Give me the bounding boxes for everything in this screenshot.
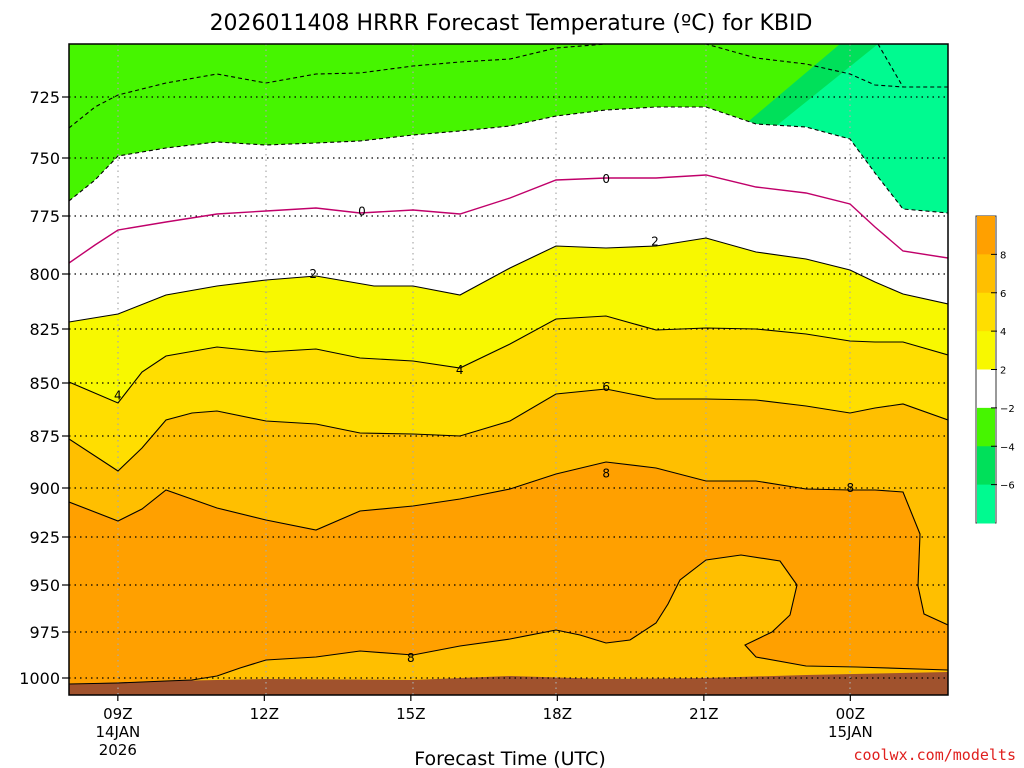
y-tick-label: 950 bbox=[29, 576, 60, 595]
x-tick-label: 21Z bbox=[689, 705, 718, 723]
contour-label: 8 bbox=[407, 651, 415, 665]
chart-title: 2026011408 HRRR Forecast Temperature (ºC… bbox=[210, 11, 813, 36]
contour-label: 8 bbox=[602, 466, 610, 480]
contour-4 bbox=[69, 315, 948, 404]
x-tick-label: 18Z bbox=[543, 705, 572, 723]
colorbar-tick-label: 8 bbox=[1000, 250, 1006, 261]
contour-label: 4 bbox=[456, 363, 464, 377]
contour-label: 2 bbox=[309, 267, 317, 281]
colorbar-tick-label: −4 bbox=[1000, 442, 1015, 453]
x-tick-label: 12Z bbox=[250, 705, 279, 723]
y-tick-label: 875 bbox=[29, 427, 60, 446]
ground-surface bbox=[69, 672, 948, 695]
colorbar-cell bbox=[977, 216, 995, 255]
y-axis: 725 750 775 800 825 850 875 900 925 950 975 1000 bbox=[19, 88, 69, 688]
x-tick-label: 09Z bbox=[103, 705, 132, 723]
plot-area bbox=[69, 44, 948, 695]
y-tick-label: 800 bbox=[29, 265, 60, 284]
y-tick-label: 775 bbox=[29, 207, 60, 226]
band-orange bbox=[69, 462, 948, 684]
colorbar-cell bbox=[977, 254, 995, 294]
contour-label: 4 bbox=[114, 389, 122, 403]
x-tick-label: 00Z bbox=[836, 705, 865, 723]
colorbar: 8 6 4 2 −2 −4 −6 bbox=[975, 215, 1015, 524]
y-tick-label: 750 bbox=[29, 149, 60, 168]
contour-6 bbox=[69, 388, 948, 472]
colorbar-cell bbox=[977, 331, 995, 370]
colorbar-tick-label: −2 bbox=[1000, 404, 1015, 415]
colorbar-cell bbox=[977, 446, 995, 486]
x-tick-date: 15JAN bbox=[828, 723, 873, 741]
contour-label: 0 bbox=[602, 172, 610, 186]
y-tick-label: 925 bbox=[29, 528, 60, 547]
contour-minus2 bbox=[69, 106, 948, 214]
contour-0 bbox=[69, 174, 948, 264]
contour-2 bbox=[69, 237, 948, 323]
contour-8-lower bbox=[69, 554, 948, 685]
colorbar-tick-label: 4 bbox=[1000, 327, 1006, 338]
x-axis-label: Forecast Time (UTC) bbox=[414, 748, 605, 768]
colorbar-cell bbox=[977, 407, 995, 447]
contour-label: 2 bbox=[651, 235, 659, 249]
x-tick-date: 14JAN bbox=[95, 723, 140, 741]
credit: coolwx.com/modelts bbox=[853, 746, 1016, 764]
contour-8 bbox=[69, 461, 948, 626]
y-tick-label: 1000 bbox=[19, 669, 60, 688]
y-tick-label: 900 bbox=[29, 479, 60, 498]
x-tick-label: 15Z bbox=[396, 705, 425, 723]
y-tick-label: 725 bbox=[29, 88, 60, 107]
contour-minus4 bbox=[69, 44, 948, 129]
colorbar-tick-label: −6 bbox=[1000, 481, 1015, 492]
y-tick-label: 825 bbox=[29, 320, 60, 339]
contour-label: 6 bbox=[602, 380, 610, 394]
plot-frame bbox=[68, 43, 949, 696]
y-tick-label: 850 bbox=[29, 374, 60, 393]
contour-labels: 0 0 2 2 4 4 6 8 8 8 bbox=[114, 172, 855, 665]
contour-label: 8 bbox=[847, 481, 855, 495]
colorbar-cell bbox=[977, 484, 995, 524]
colorbar-tick-label: 2 bbox=[1000, 366, 1006, 377]
y-tick-label: 975 bbox=[29, 623, 60, 642]
colorbar-tick-label: 6 bbox=[1000, 289, 1006, 300]
x-tick-year: 2026 bbox=[99, 741, 137, 759]
colorbar-cell bbox=[977, 369, 995, 409]
contour-label: 0 bbox=[358, 204, 366, 218]
contour-minus6 bbox=[877, 44, 904, 88]
colorbar-cell bbox=[977, 292, 995, 332]
